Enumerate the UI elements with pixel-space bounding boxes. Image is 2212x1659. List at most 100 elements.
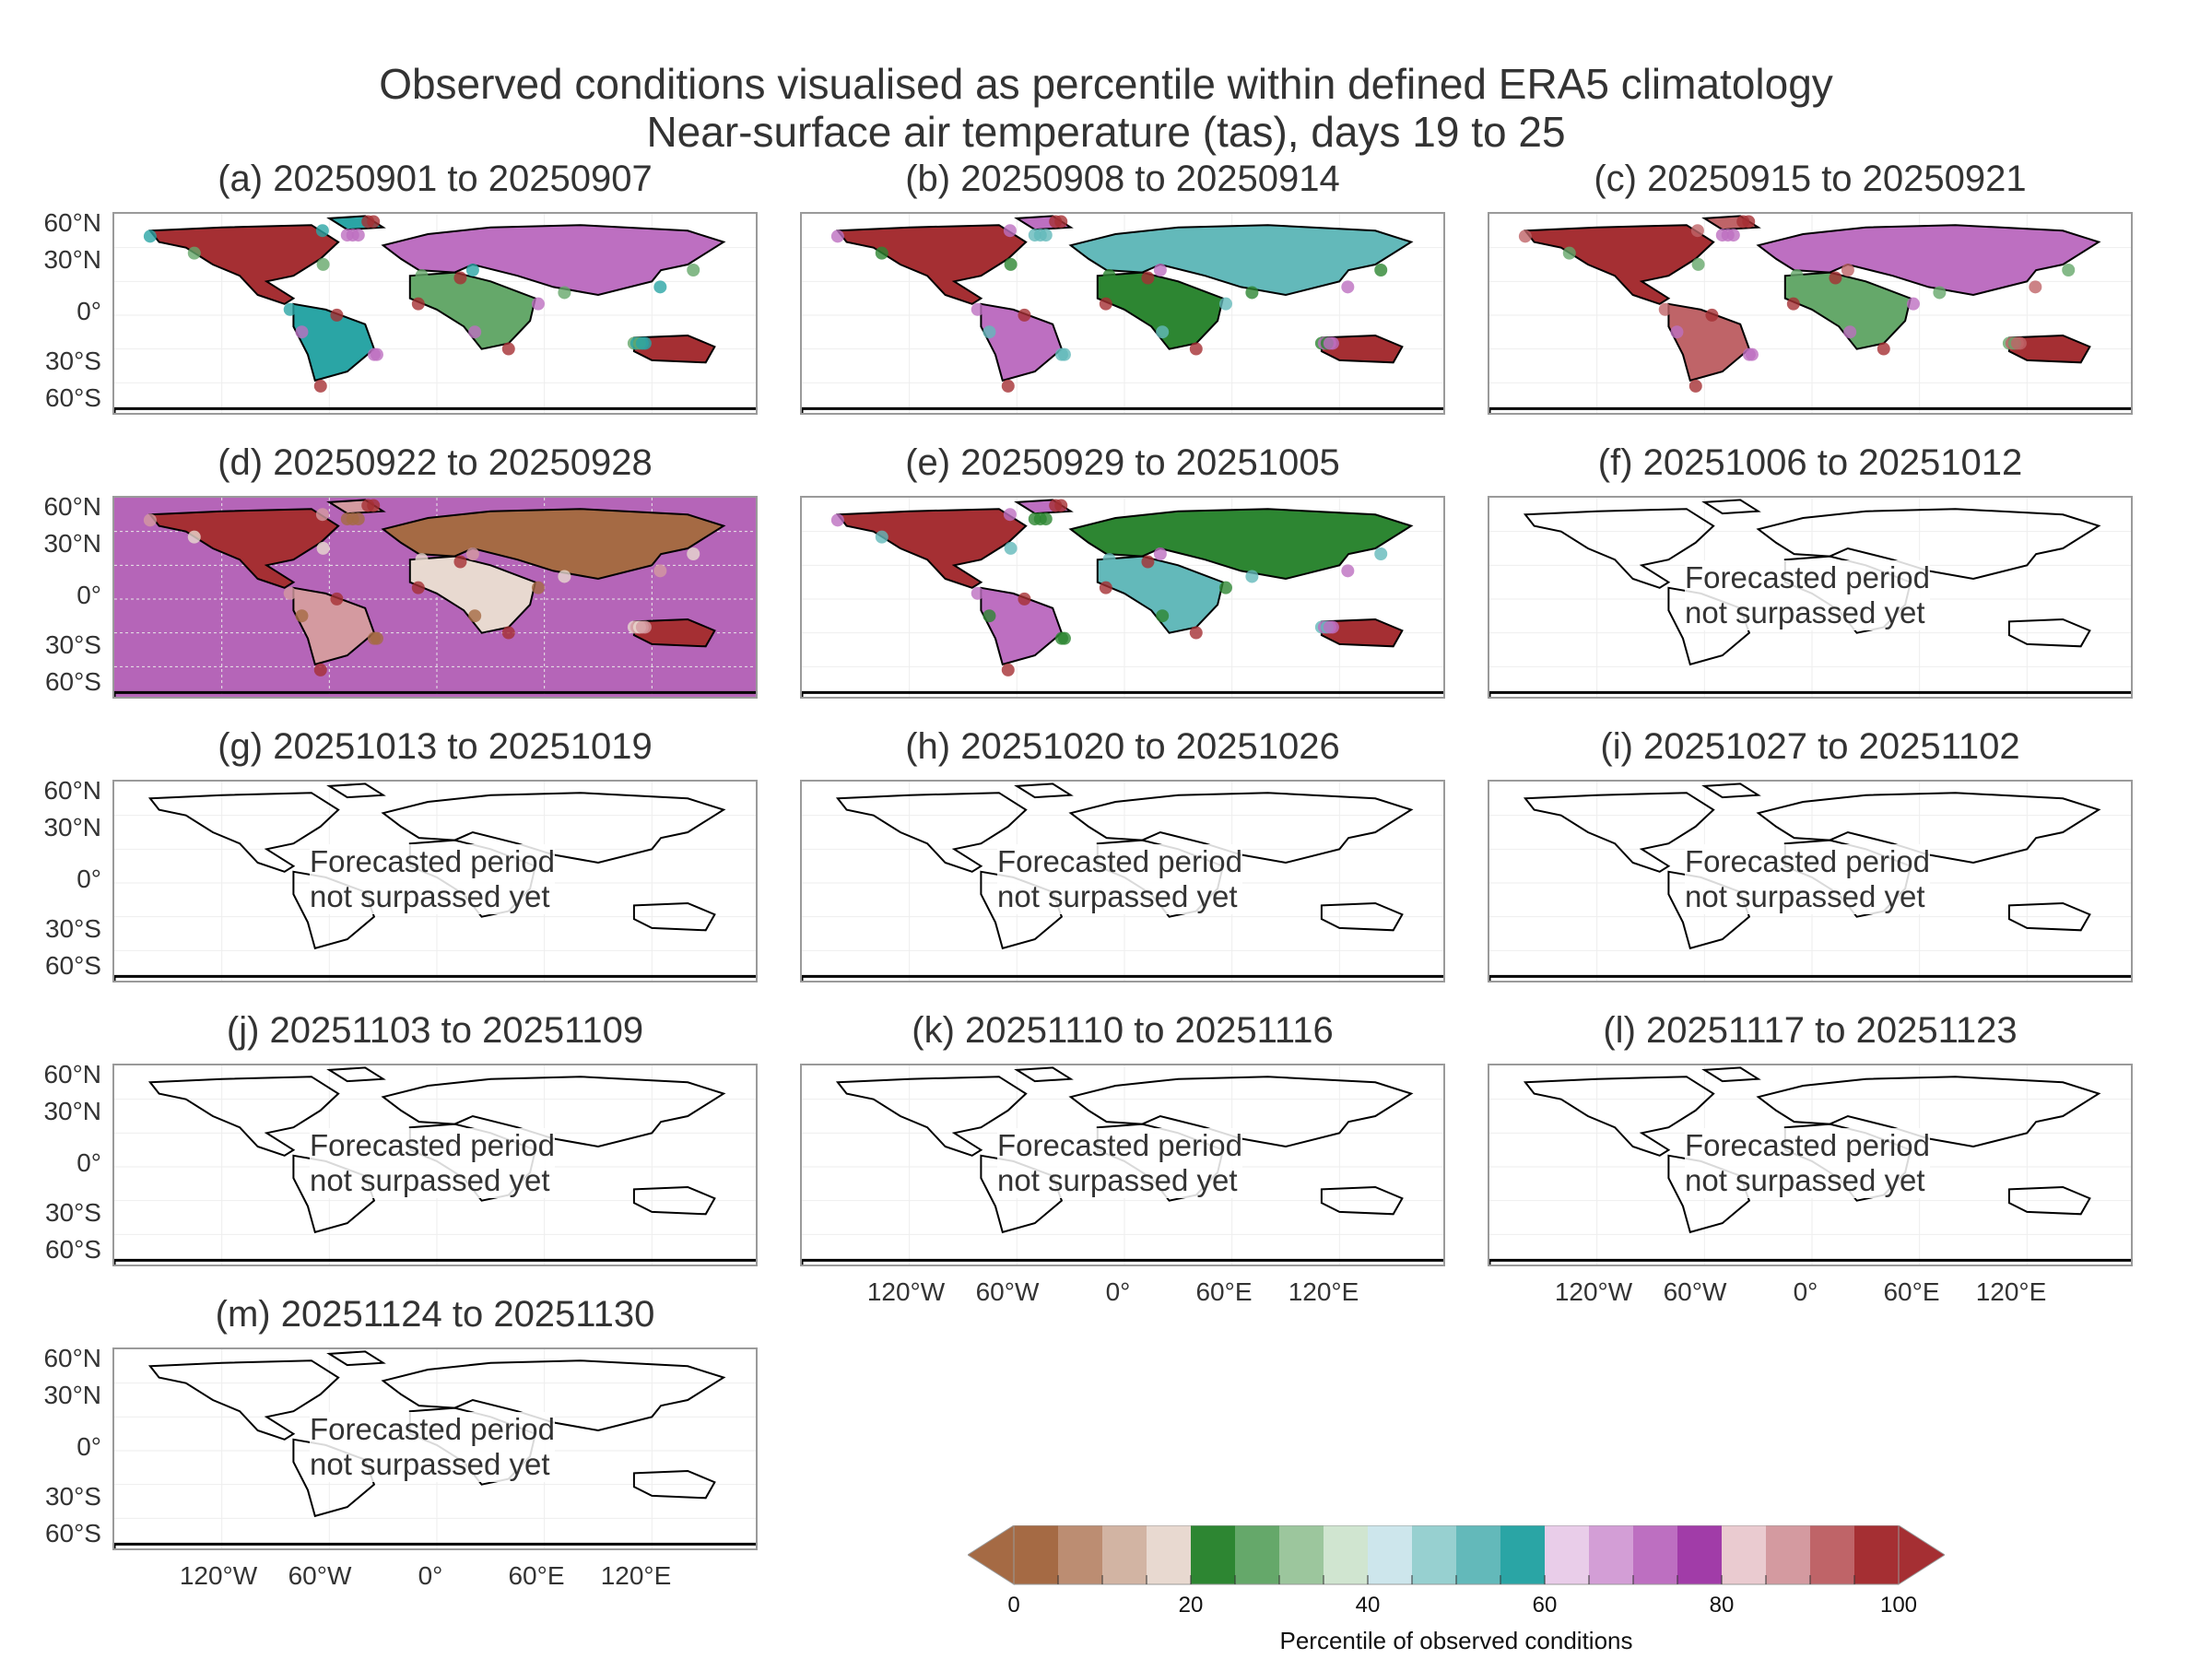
percentile-patch bbox=[465, 264, 479, 276]
continent-outline bbox=[2007, 618, 2091, 648]
colorbar-swatch bbox=[1102, 1525, 1147, 1584]
lat-tick-label: 30°N bbox=[43, 245, 101, 274]
forecast-note: Forecasted period not surpassed yet bbox=[997, 844, 1242, 914]
percentile-patch bbox=[1054, 347, 1068, 361]
panel-title: (m) 20251124 to 20251130 bbox=[215, 1294, 655, 1335]
panel-title: (i) 20251027 to 20251102 bbox=[1600, 726, 2020, 767]
continent-outline bbox=[1068, 508, 1414, 581]
continent-outline bbox=[1701, 499, 1761, 515]
percentile-patch bbox=[558, 570, 571, 583]
percentile-patch bbox=[558, 286, 571, 300]
colorbar-axis-label: Percentile of observed conditions bbox=[1279, 1627, 1633, 1654]
lat-tick-label: 60°S bbox=[44, 1519, 101, 1547]
continent-outline bbox=[632, 1185, 716, 1216]
map-panel: Forecasted period not surpassed yet bbox=[1488, 780, 2133, 982]
percentile-patch bbox=[501, 342, 515, 356]
percentile-patch bbox=[982, 325, 996, 339]
percentile-patch bbox=[1001, 663, 1015, 677]
lon-tick-label: 120°W bbox=[1554, 1277, 1633, 1306]
percentile-patch bbox=[1691, 257, 1705, 271]
continent-outline bbox=[1320, 1185, 1404, 1216]
percentile-patch bbox=[330, 308, 344, 322]
percentile-patch bbox=[1670, 325, 1684, 339]
forecast-note-line1: Forecasted period bbox=[997, 844, 1242, 878]
percentile-patch bbox=[1726, 229, 1740, 242]
percentile-patch bbox=[351, 229, 365, 242]
forecast-note: Forecasted period not surpassed yet bbox=[997, 1128, 1242, 1198]
colorbar-tick-label: 40 bbox=[1355, 1593, 1381, 1618]
percentile-patch bbox=[501, 626, 515, 640]
percentile-patch bbox=[1658, 302, 1672, 316]
continent-outline bbox=[381, 224, 726, 297]
percentile-patch bbox=[1001, 379, 1015, 393]
lon-tick-label: 0° bbox=[1793, 1277, 1818, 1306]
percentile-patch bbox=[1562, 246, 1576, 260]
panel-title: (h) 20251020 to 20251026 bbox=[905, 726, 1340, 767]
colorbar-swatch bbox=[1147, 1525, 1192, 1584]
colorbar-swatch bbox=[1456, 1525, 1501, 1584]
continent-outline bbox=[326, 1066, 386, 1083]
percentile-patch bbox=[1843, 325, 1857, 339]
percentile-patch bbox=[830, 229, 844, 243]
forecast-note-line2: not surpassed yet bbox=[310, 1163, 550, 1197]
continent-outline bbox=[2007, 901, 2091, 932]
percentile-patch bbox=[316, 541, 330, 555]
continent-outline bbox=[1014, 782, 1074, 799]
percentile-patch bbox=[1099, 581, 1112, 594]
lat-tick-label: 30°N bbox=[43, 529, 101, 558]
lat-tick-label: 30°N bbox=[43, 1097, 101, 1125]
percentile-patch bbox=[653, 564, 667, 578]
percentile-patch bbox=[2029, 280, 2042, 294]
percentile-patch bbox=[1102, 553, 1116, 567]
continent-outline bbox=[147, 1076, 340, 1157]
percentile-patch bbox=[1189, 626, 1203, 640]
map-panel bbox=[112, 496, 758, 699]
percentile-patch bbox=[313, 379, 327, 393]
colorbar-swatch bbox=[1279, 1525, 1324, 1584]
percentile-patch bbox=[1004, 541, 1018, 555]
percentile-patch bbox=[1841, 264, 1854, 276]
percentile-patch bbox=[1099, 297, 1112, 311]
panel-title: (g) 20251013 to 20251019 bbox=[218, 726, 653, 767]
percentile-patch bbox=[1742, 347, 1756, 361]
map-panel: Forecasted period not surpassed yet bbox=[800, 780, 1445, 982]
continent-outline bbox=[1756, 508, 2101, 581]
percentile-patch bbox=[1705, 308, 1719, 322]
continent-outline bbox=[1756, 1076, 2101, 1148]
percentile-patch bbox=[1189, 342, 1203, 356]
percentile-patch bbox=[367, 347, 381, 361]
lat-tick-label: 30°S bbox=[44, 1482, 101, 1511]
forecast-note-line2: not surpassed yet bbox=[310, 1447, 550, 1481]
forecast-note-line2: not surpassed yet bbox=[1685, 879, 1925, 913]
lon-tick-label: 120°W bbox=[179, 1561, 258, 1590]
continent-outline bbox=[147, 792, 340, 873]
percentile-patch bbox=[531, 297, 545, 311]
colorbar-swatch bbox=[1500, 1525, 1546, 1584]
percentile-patch bbox=[531, 581, 545, 594]
continent-outline bbox=[381, 792, 726, 865]
continent-outline bbox=[114, 690, 756, 697]
colorbar-swatch bbox=[1235, 1525, 1280, 1584]
continent-outline bbox=[1068, 1076, 1414, 1148]
forecast-note-line2: not surpassed yet bbox=[1685, 595, 1925, 629]
percentile-patch bbox=[1323, 336, 1336, 350]
colorbar-tick-label: 80 bbox=[1709, 1593, 1735, 1618]
continent-outline bbox=[381, 1076, 726, 1148]
percentile-patch bbox=[1374, 264, 1388, 276]
percentile-patch bbox=[1018, 308, 1031, 322]
percentile-patch bbox=[1141, 555, 1155, 569]
percentile-patch bbox=[1054, 215, 1068, 229]
percentile-patch bbox=[1039, 512, 1053, 526]
percentile-patch bbox=[295, 325, 309, 339]
forecast-note: Forecasted period not surpassed yet bbox=[1685, 1128, 1930, 1198]
percentile-patch bbox=[1153, 547, 1167, 560]
continent-outline bbox=[835, 792, 1028, 873]
continent-outline bbox=[835, 1076, 1028, 1157]
colorbar-swatch bbox=[1677, 1525, 1723, 1584]
lat-tick-label: 60°S bbox=[44, 1235, 101, 1264]
percentile-patch bbox=[635, 620, 649, 634]
figure-title-line1: Observed conditions visualised as percen… bbox=[379, 60, 1833, 108]
map-panel: Forecasted period not surpassed yet bbox=[1488, 1064, 2133, 1266]
percentile-patch bbox=[653, 280, 667, 294]
colorbar-swatch bbox=[1324, 1525, 1369, 1584]
